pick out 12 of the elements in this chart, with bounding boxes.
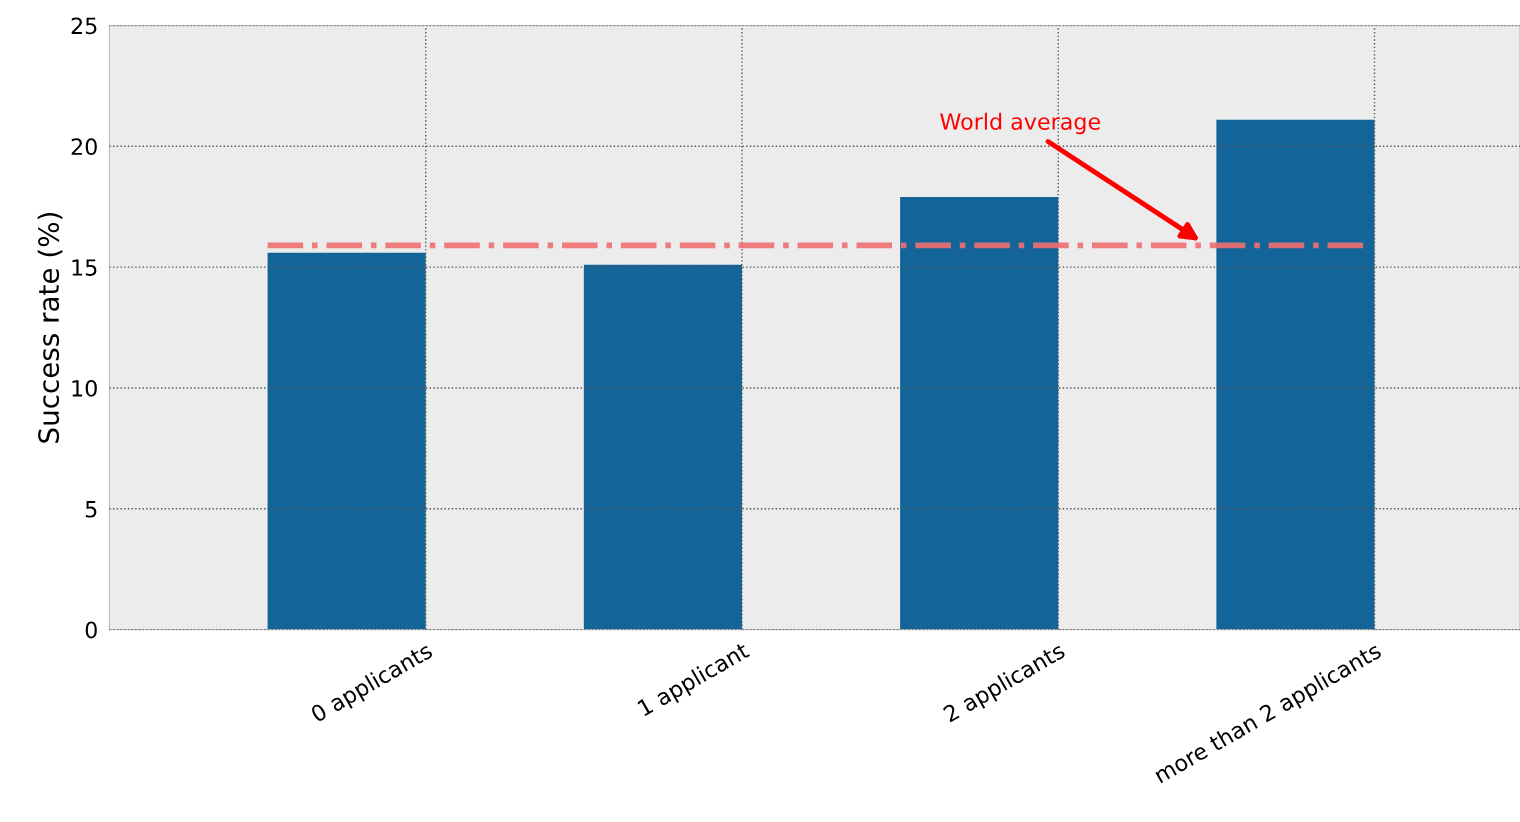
y-tick-label: 15 [72,259,97,276]
bar [583,264,742,630]
y-tick-label: 10 [72,379,97,397]
bar [267,252,426,630]
y-tick-label: 0 [85,621,97,639]
y-tick-label: 20 [71,138,97,156]
ref-line-label: World average [940,112,1100,135]
y-tick-label: 25 [71,17,97,35]
bar [1216,119,1375,630]
y-tick-label: 5 [85,501,97,518]
bar [900,197,1059,630]
y-axis-title: Success rate (%) [37,212,63,443]
